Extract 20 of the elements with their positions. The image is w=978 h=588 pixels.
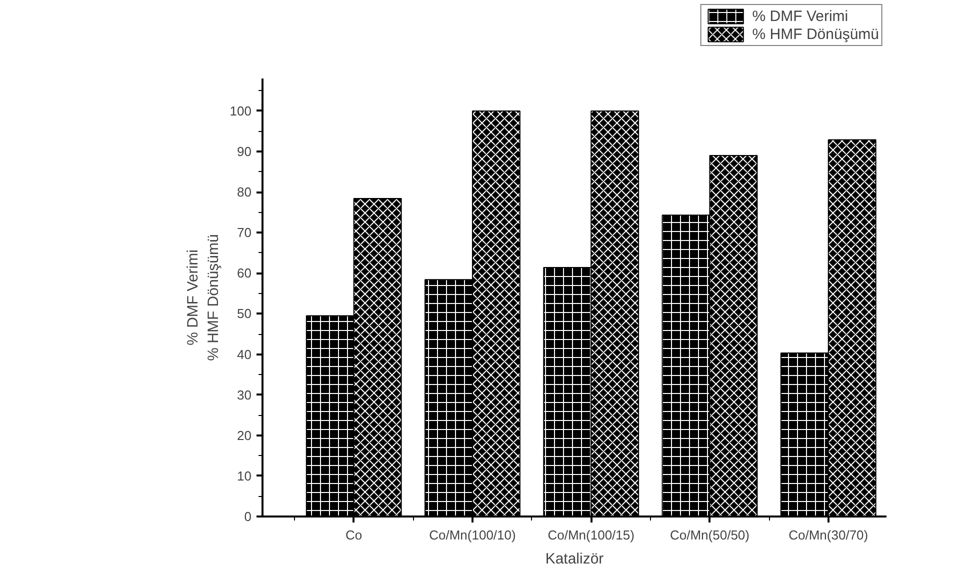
- y-tick-label: 40: [237, 346, 252, 362]
- x-tick-label: Co/Mn(100/10): [429, 528, 516, 542]
- y-tick-label: 0: [244, 509, 252, 524]
- y-tick-label: 80: [237, 184, 252, 200]
- x-tick-label: Co/Mn(100/15): [548, 528, 634, 542]
- x-tick-label: Co/Mn(30/70): [788, 528, 868, 542]
- x-axis-title: Katalizör: [545, 550, 604, 568]
- y-axis-title: % DMF Verimi % HMF Dönüşümü: [184, 234, 222, 361]
- y-tick-label: 30: [237, 387, 252, 402]
- y-tick-label: 60: [237, 266, 252, 281]
- y-tick-label: 100: [230, 103, 252, 118]
- y-tick-label: 50: [237, 306, 252, 322]
- x-tick-label: Co/Mn(50/50): [670, 528, 750, 542]
- x-tick-label: Co: [346, 528, 362, 542]
- legend-label: % DMF Verimi: [752, 7, 848, 25]
- legend-label: % HMF Dönüşümü: [752, 25, 879, 43]
- y-tick-label: 20: [237, 428, 252, 443]
- y-tick-label: 90: [237, 144, 252, 159]
- y-tick-label: 10: [237, 468, 252, 484]
- y-tick-label: 70: [237, 225, 252, 240]
